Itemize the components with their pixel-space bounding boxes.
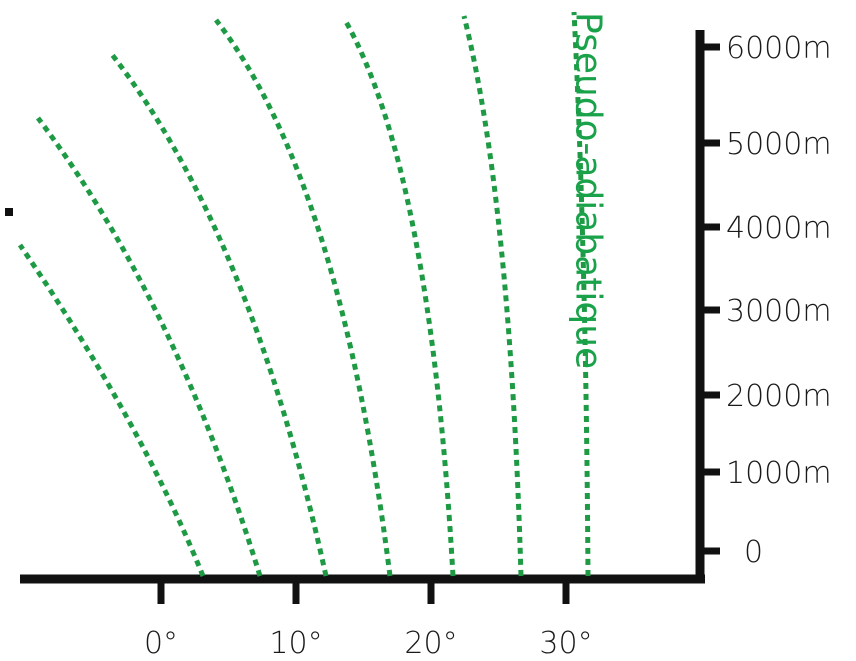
pseudo-adiabatic-curves [17,11,591,577]
x-label-10: 10° [269,626,322,661]
x-label-0: 0° [144,626,178,661]
curve-family-label: Pseudo-adiabatique [567,12,608,369]
curve-5 [342,18,456,577]
curve-2 [36,116,263,577]
x-axis-ticks [157,579,570,604]
curve-7 [571,11,591,577]
curve-3 [108,50,329,577]
y-label-6000: 6000m [726,31,832,66]
y-axis-labels: 6000m 5000m 4000m 3000m 2000m 1000m 0 [726,31,832,570]
x-label-30: 30° [539,626,592,661]
curve-4 [214,18,393,577]
y-label-2000: 2000m [726,379,832,414]
y-axis-ticks [700,43,720,555]
y-label-0: 0 [744,535,763,570]
curve-1 [17,243,206,577]
y-label-3000: 3000m [726,294,832,329]
y-label-4000: 4000m [726,211,832,246]
x-axis-labels: 0° 10° 20° 30° [144,626,593,661]
x-label-20: 20° [404,626,457,661]
edge-marker [5,208,13,216]
curve-6 [461,15,524,577]
y-label-1000: 1000m [726,456,832,491]
y-label-5000: 5000m [726,127,832,162]
